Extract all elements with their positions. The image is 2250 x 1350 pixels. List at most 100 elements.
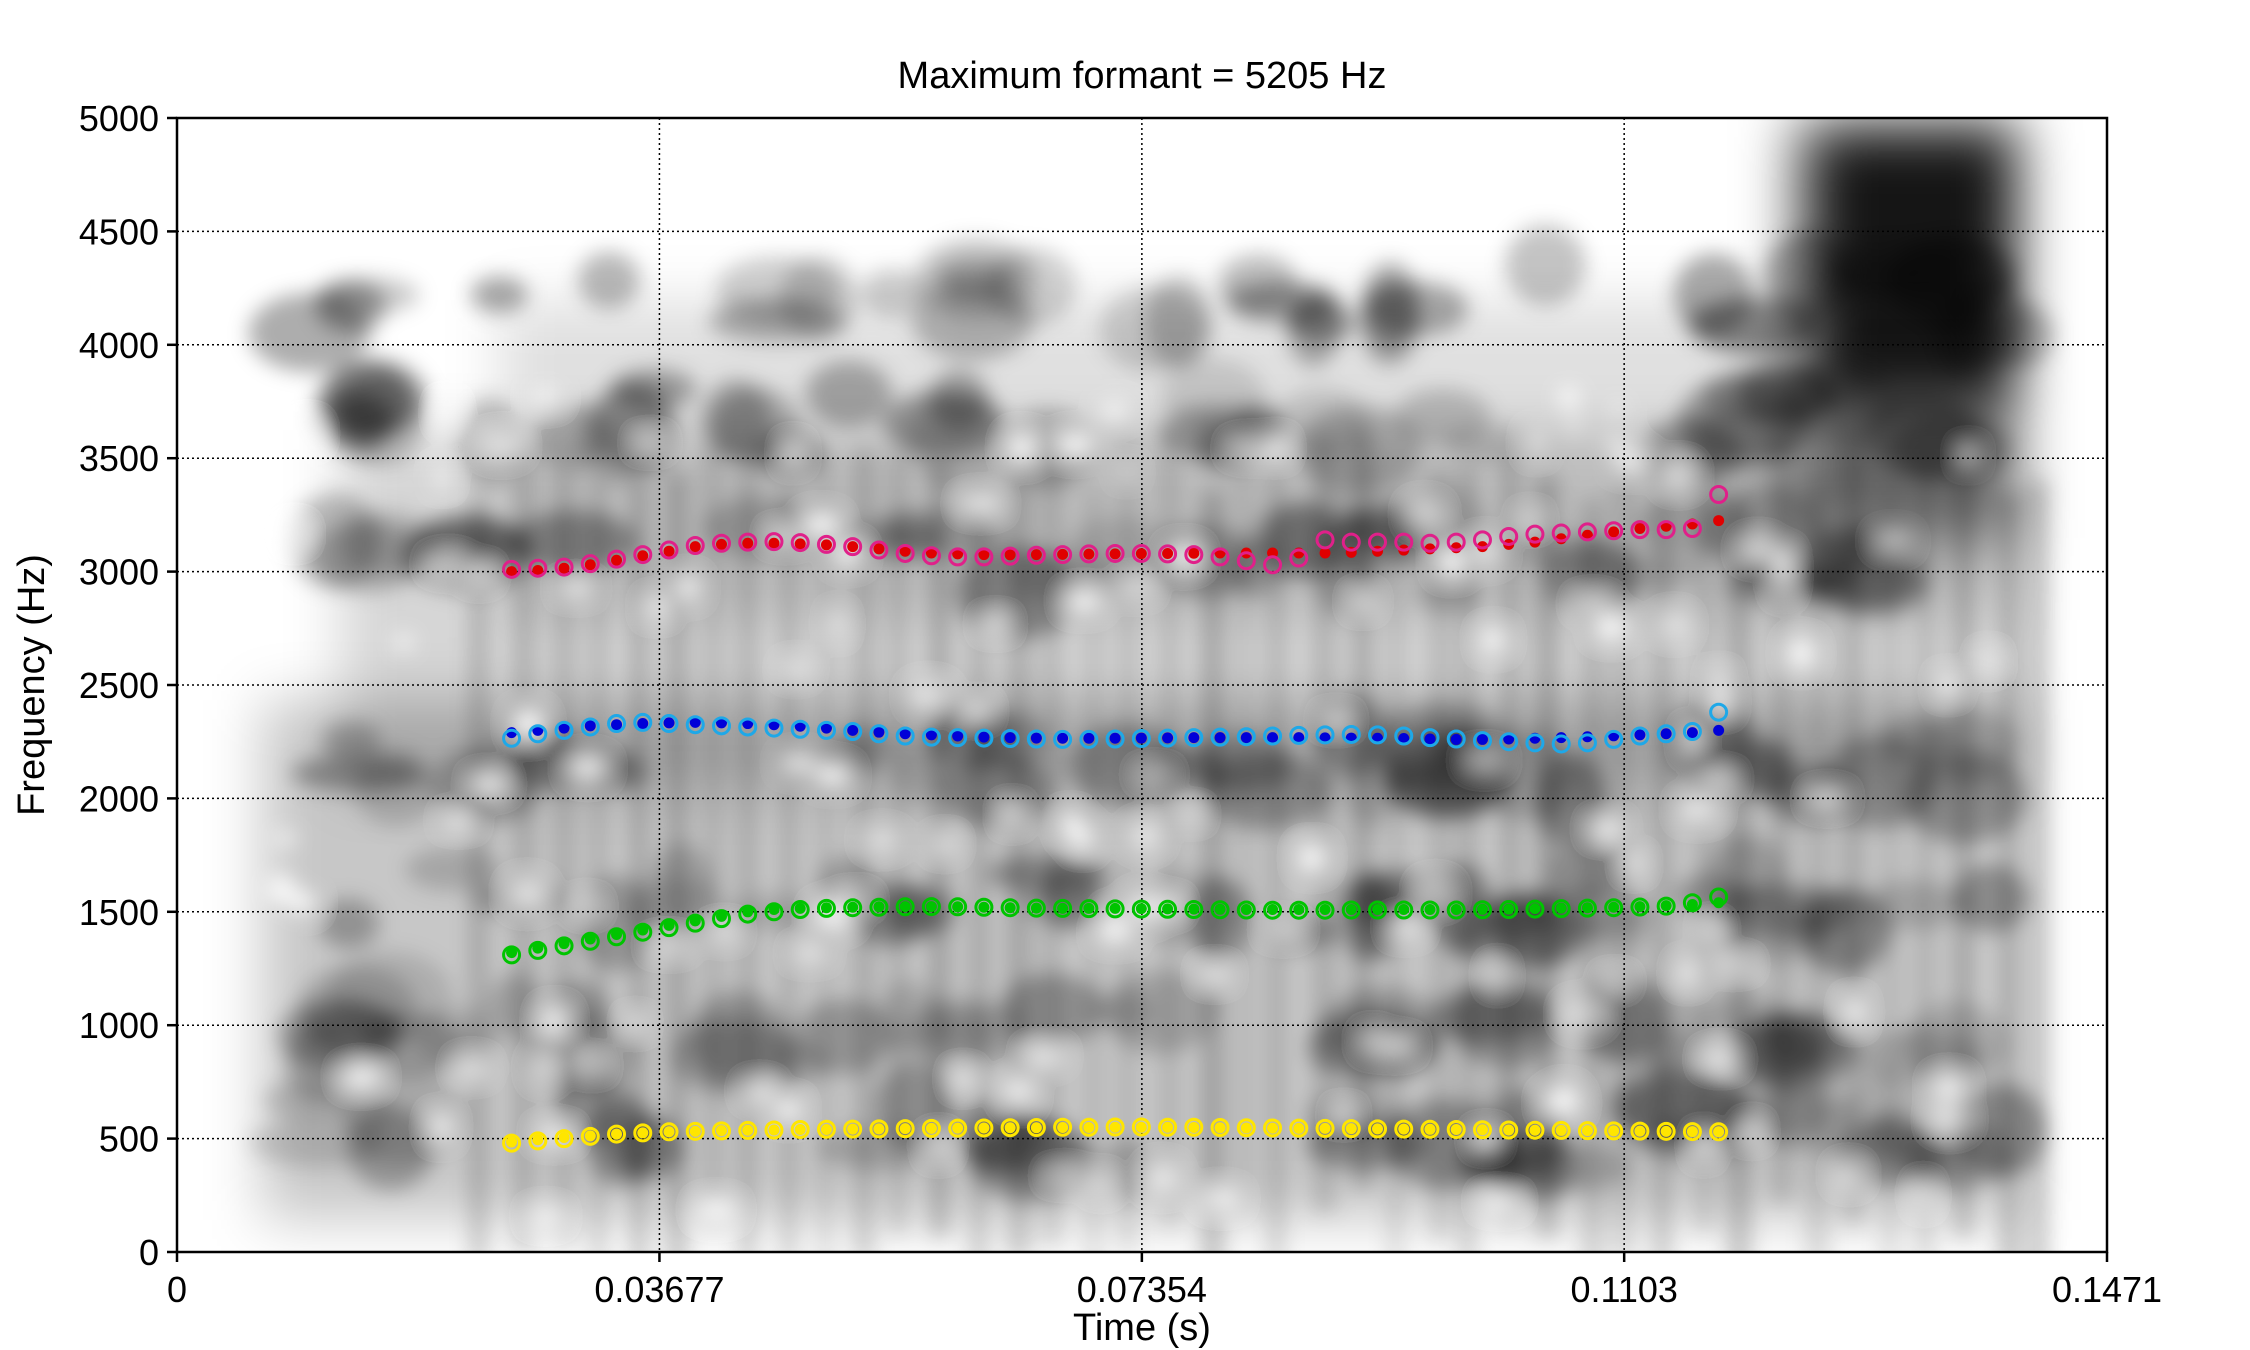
data-point <box>1499 900 1519 920</box>
data-point <box>1210 547 1230 567</box>
data-point <box>1026 545 1046 565</box>
data-point <box>790 719 810 739</box>
data-point <box>1083 1121 1095 1133</box>
data-point <box>1446 729 1466 749</box>
data-point <box>794 1124 806 1136</box>
y-tick-label: 5000 <box>79 98 159 139</box>
x-tick-label: 0.07354 <box>1077 1269 1207 1310</box>
data-point <box>532 564 544 576</box>
data-point <box>790 533 810 553</box>
data-point <box>685 1121 705 1141</box>
data-point <box>742 906 754 918</box>
data-point <box>1053 898 1073 918</box>
data-point <box>1083 902 1095 914</box>
data-point <box>633 545 653 565</box>
data-point <box>1315 725 1335 745</box>
data-point <box>1030 902 1042 914</box>
data-point <box>1004 902 1016 914</box>
data-point <box>1630 726 1650 746</box>
data-point <box>1162 732 1174 744</box>
data-point <box>952 1122 964 1134</box>
y-tick-label: 2000 <box>79 778 159 819</box>
data-point <box>925 547 937 559</box>
data-point <box>1162 1121 1174 1133</box>
data-point <box>1372 1123 1384 1135</box>
data-point <box>1345 1123 1357 1135</box>
data-point <box>1525 899 1545 919</box>
y-tick-label: 2500 <box>79 665 159 706</box>
data-point <box>1079 899 1099 919</box>
data-point <box>1079 544 1099 564</box>
x-axis-ticks: 0 0.03677 0.07354 0.1103 0.1471 <box>167 1252 2162 1310</box>
series-dot-0 <box>506 1121 1725 1148</box>
data-point <box>1608 526 1620 538</box>
data-point <box>869 1119 889 1139</box>
data-point <box>1551 734 1571 754</box>
data-point <box>1686 899 1698 911</box>
data-point <box>1057 902 1069 914</box>
data-point <box>794 902 806 914</box>
data-point <box>663 1126 675 1138</box>
data-point <box>873 543 885 555</box>
data-point <box>1289 1118 1309 1138</box>
data-point <box>1368 1119 1388 1139</box>
data-point <box>1083 548 1095 560</box>
data-point <box>1240 1122 1252 1134</box>
data-point <box>1577 1121 1597 1141</box>
data-point <box>1210 727 1230 747</box>
data-point <box>1555 1124 1567 1136</box>
y-tick-label: 1000 <box>79 1005 159 1046</box>
data-point <box>607 927 627 947</box>
data-point <box>558 938 570 950</box>
data-point <box>637 550 649 562</box>
data-point <box>1184 728 1204 748</box>
data-point <box>794 538 806 550</box>
data-point <box>764 718 784 738</box>
data-point <box>1551 899 1571 919</box>
x-axis-title: Time (s) <box>1073 1307 1211 1349</box>
data-point <box>611 928 623 940</box>
data-point <box>1713 515 1725 527</box>
data-point <box>1315 1118 1335 1138</box>
data-point <box>1004 1122 1016 1134</box>
data-point <box>1529 1124 1541 1136</box>
data-point <box>1236 900 1256 920</box>
y-tick-label: 4000 <box>79 325 159 366</box>
data-point <box>1446 532 1466 552</box>
data-point <box>843 1119 863 1139</box>
data-point <box>1341 900 1361 920</box>
data-point <box>1105 1117 1125 1137</box>
data-point <box>1319 1122 1331 1134</box>
data-point <box>1682 519 1702 539</box>
data-point <box>1158 1117 1178 1137</box>
data-point <box>1131 1117 1151 1137</box>
data-point <box>764 532 784 552</box>
data-point <box>1450 733 1462 745</box>
series-dot-6 <box>506 515 1725 578</box>
data-point <box>895 1119 915 1139</box>
data-point <box>1660 728 1672 740</box>
data-point <box>1424 1123 1436 1135</box>
data-point <box>1551 523 1571 543</box>
data-point <box>921 1118 941 1138</box>
data-point <box>659 1122 679 1142</box>
data-point <box>663 919 675 931</box>
data-point <box>816 898 836 918</box>
data-point <box>1630 520 1650 540</box>
data-point <box>1604 898 1624 918</box>
data-point <box>637 1127 649 1139</box>
data-point <box>1000 1118 1020 1138</box>
data-point <box>607 714 627 734</box>
data-point <box>637 924 649 936</box>
data-point <box>1319 904 1331 916</box>
data-point <box>921 897 941 917</box>
data-point <box>1525 733 1545 753</box>
data-point <box>554 557 574 577</box>
data-point <box>584 559 596 571</box>
data-point <box>1581 902 1593 914</box>
data-point <box>1634 901 1646 913</box>
data-point <box>528 1131 548 1151</box>
data-point <box>584 1130 596 1142</box>
data-point <box>1289 725 1309 745</box>
data-point <box>1236 551 1256 571</box>
